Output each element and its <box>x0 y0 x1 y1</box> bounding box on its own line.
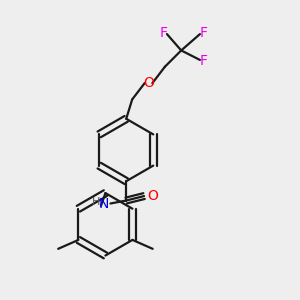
Text: N: N <box>99 196 109 211</box>
Text: F: F <box>200 54 208 68</box>
Text: H: H <box>92 197 100 207</box>
Text: O: O <box>147 189 158 203</box>
Text: O: O <box>143 76 154 90</box>
Text: F: F <box>200 26 208 40</box>
Text: F: F <box>159 26 167 40</box>
